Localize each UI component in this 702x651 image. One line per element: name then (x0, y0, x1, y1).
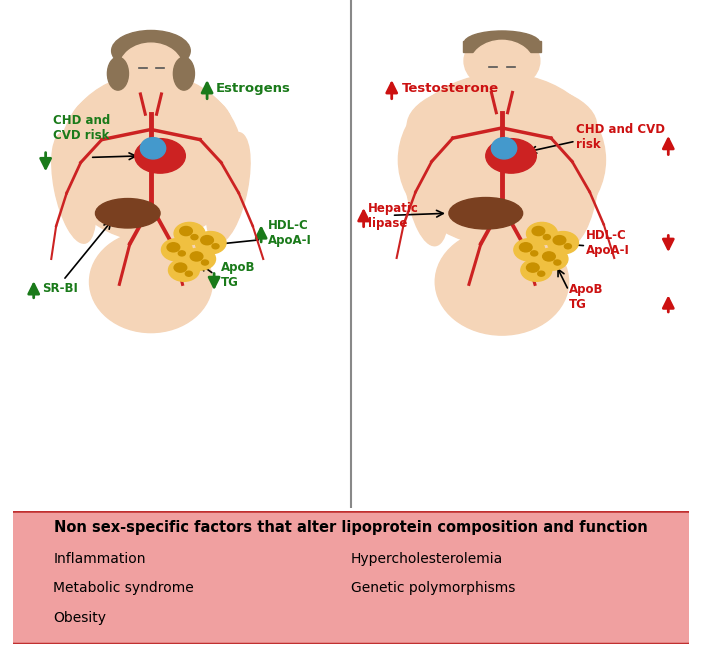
Ellipse shape (90, 231, 213, 333)
Bar (142, 71, 161, 98)
Circle shape (161, 239, 192, 261)
Circle shape (548, 232, 578, 254)
Ellipse shape (399, 74, 605, 246)
Circle shape (212, 243, 219, 249)
Circle shape (521, 259, 552, 281)
Circle shape (180, 227, 192, 236)
Circle shape (174, 223, 205, 245)
Circle shape (514, 239, 545, 261)
Text: Obesity: Obesity (53, 611, 106, 625)
Ellipse shape (114, 35, 188, 92)
Ellipse shape (464, 32, 540, 90)
Ellipse shape (464, 31, 540, 55)
Circle shape (532, 227, 545, 236)
Ellipse shape (491, 137, 517, 159)
Ellipse shape (435, 229, 569, 335)
Text: Testosterone: Testosterone (402, 82, 498, 95)
Text: HDL-C
ApoA-I: HDL-C ApoA-I (268, 219, 312, 247)
Circle shape (178, 251, 185, 256)
Circle shape (554, 260, 561, 265)
Text: Metabolic syndrome: Metabolic syndrome (53, 581, 194, 596)
Text: CHD and CVD
risk: CHD and CVD risk (576, 123, 665, 151)
Bar (463, 40, 541, 52)
Ellipse shape (486, 139, 536, 173)
Circle shape (168, 259, 199, 281)
Circle shape (174, 263, 187, 272)
Ellipse shape (555, 132, 599, 245)
Text: Inflammation: Inflammation (53, 552, 146, 566)
Circle shape (564, 243, 571, 249)
Ellipse shape (70, 83, 232, 166)
Circle shape (190, 252, 203, 261)
Ellipse shape (119, 43, 183, 94)
Circle shape (201, 236, 213, 245)
Text: Genetic polymorphisms: Genetic polymorphisms (351, 581, 515, 596)
Circle shape (519, 243, 532, 252)
Circle shape (195, 232, 226, 254)
Circle shape (543, 252, 555, 261)
Circle shape (191, 234, 198, 240)
Circle shape (526, 263, 539, 272)
Ellipse shape (95, 199, 160, 228)
Ellipse shape (449, 197, 522, 229)
Circle shape (553, 236, 566, 245)
Circle shape (526, 223, 557, 245)
Text: ApoB
TG: ApoB TG (569, 283, 603, 311)
Text: CHD and
CVD risk: CHD and CVD risk (53, 114, 110, 142)
Circle shape (537, 248, 568, 270)
Text: Hypercholesterolemia: Hypercholesterolemia (351, 552, 503, 566)
Ellipse shape (112, 31, 190, 71)
FancyBboxPatch shape (3, 511, 699, 644)
Ellipse shape (469, 40, 535, 94)
Ellipse shape (173, 57, 194, 90)
Ellipse shape (206, 133, 250, 243)
Ellipse shape (60, 74, 242, 242)
Text: Hepatic
lipase: Hepatic lipase (368, 202, 418, 230)
Circle shape (543, 234, 550, 240)
Ellipse shape (107, 57, 128, 90)
Text: SR-BI: SR-BI (42, 282, 78, 295)
Ellipse shape (407, 81, 597, 171)
Circle shape (185, 248, 216, 270)
Ellipse shape (140, 137, 166, 159)
Ellipse shape (52, 133, 95, 243)
Circle shape (538, 271, 545, 276)
Bar (491, 71, 513, 98)
Text: Non sex-specific factors that alter lipoprotein composition and function: Non sex-specific factors that alter lipo… (54, 520, 648, 535)
Circle shape (167, 243, 180, 252)
Text: Estrogens: Estrogens (216, 82, 291, 95)
Ellipse shape (405, 132, 449, 245)
Circle shape (531, 251, 538, 256)
Ellipse shape (135, 139, 185, 173)
Text: HDL-C
ApoA-I: HDL-C ApoA-I (586, 229, 630, 256)
Circle shape (185, 271, 192, 276)
Circle shape (201, 260, 208, 265)
Text: ApoB
TG: ApoB TG (221, 261, 256, 289)
